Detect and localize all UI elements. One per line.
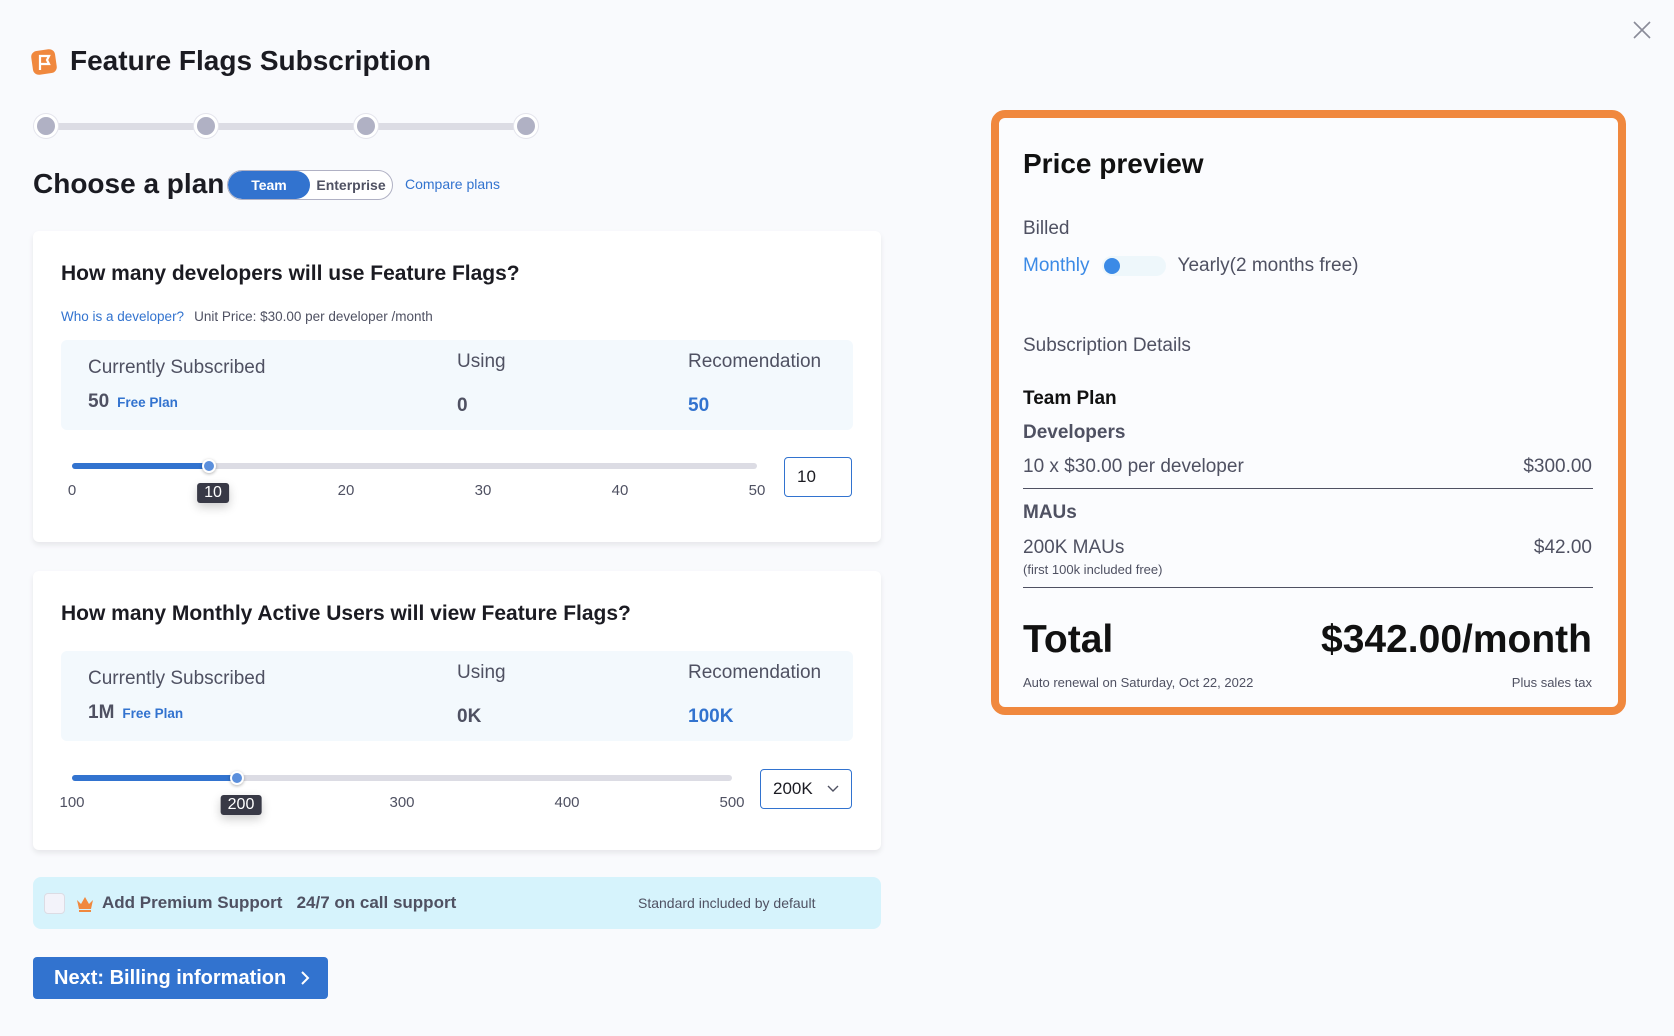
subscription-details-label: Subscription Details (1023, 335, 1191, 356)
price-preview-panel: Price preview Billed Monthly Yearly(2 mo… (991, 110, 1626, 715)
premium-support-detail: 24/7 on call support (296, 893, 457, 912)
maus-slider[interactable] (72, 771, 732, 785)
plan-toggle[interactable]: Team Enterprise (227, 170, 393, 200)
slider-value-label: 10 (197, 483, 229, 503)
slider-tick-label: 400 (554, 794, 580, 811)
slider-tick-label: 30 (474, 482, 492, 499)
plan-name: Team Plan (1023, 388, 1117, 409)
divider (1023, 488, 1593, 489)
total-label: Total (1023, 618, 1114, 661)
maus-card: How many Monthly Active Users will view … (33, 571, 881, 850)
crown-icon (77, 897, 93, 912)
next-billing-button[interactable]: Next: Billing information (33, 957, 328, 999)
slider-fill (72, 463, 209, 469)
developers-question: How many developers will use Feature Fla… (61, 262, 520, 285)
subscribed-value-row: 50 Free Plan (88, 391, 178, 413)
price-preview-title: Price preview (1023, 148, 1204, 179)
chevron-down-icon (827, 785, 839, 792)
premium-support-label: Add Premium Support (102, 893, 283, 912)
maus-label: MAUs (1023, 502, 1077, 523)
subscribed-value-row: 1M Free Plan (88, 702, 183, 724)
choose-plan-heading: Choose a plan (33, 168, 225, 199)
slider-tick-label: 20 (337, 482, 355, 499)
unit-price: Unit Price: $30.00 per developer /month (194, 309, 433, 324)
developers-count-input[interactable]: 10 (784, 457, 852, 497)
using-label: Using (457, 351, 506, 372)
premium-support-checkbox[interactable] (44, 893, 65, 914)
slider-tick-label: 0 (67, 482, 77, 499)
developers-info-box: Currently Subscribed 50 Free Plan Using 0… (61, 340, 853, 430)
developers-price: $300.00 (1523, 456, 1592, 477)
slider-handle[interactable] (230, 771, 244, 785)
billing-toggle-row: Monthly Yearly(2 months free) (1023, 255, 1358, 277)
next-billing-label: Next: Billing information (54, 966, 287, 989)
developers-card: How many developers will use Feature Fla… (33, 231, 881, 542)
page-title: Feature Flags Subscription (70, 45, 431, 76)
slider-tick-label: 300 (389, 794, 415, 811)
maus-line: 200K MAUs (1023, 537, 1125, 558)
billed-label: Billed (1023, 218, 1070, 239)
close-icon[interactable] (1630, 18, 1654, 42)
slider-fill (72, 775, 237, 781)
developers-line: 10 x $30.00 per developer (1023, 456, 1244, 477)
free-plan-badge: Free Plan (117, 395, 178, 410)
premium-support-text: Add Premium Support 24/7 on call support (102, 893, 456, 913)
feature-flags-logo-icon (31, 49, 57, 75)
subscribed-label: Currently Subscribed (88, 668, 266, 689)
step-1 (34, 114, 58, 138)
step-2 (194, 114, 218, 138)
compare-plans-link[interactable]: Compare plans (405, 176, 500, 192)
who-is-developer-link[interactable]: Who is a developer? (61, 309, 185, 324)
developers-label: Developers (1023, 422, 1126, 443)
stepper-track (46, 123, 526, 130)
maus-question: How many Monthly Active Users will view … (61, 602, 631, 625)
sales-tax-note: Plus sales tax (1511, 675, 1592, 690)
divider (1023, 587, 1593, 588)
plan-option-team[interactable]: Team (228, 171, 310, 199)
slider-tick-label: 40 (611, 482, 629, 499)
billing-toggle-knob (1103, 258, 1120, 274)
using-value: 0 (457, 395, 468, 416)
step-4 (514, 114, 538, 138)
recommendation-value: 100K (688, 706, 734, 727)
slider-tick-label: 500 (719, 794, 745, 811)
billing-yearly-option[interactable]: Yearly(2 months free) (1177, 255, 1359, 276)
standard-support-note: Standard included by default (638, 895, 816, 911)
maus-price: $42.00 (1533, 537, 1592, 558)
subscribed-value: 50 (88, 391, 110, 412)
maus-dropdown-value: 200K (773, 779, 813, 798)
maus-info-box: Currently Subscribed 1M Free Plan Using 0… (61, 651, 853, 741)
developers-slider[interactable] (72, 459, 757, 473)
plan-option-enterprise[interactable]: Enterprise (316, 177, 386, 193)
using-label: Using (457, 662, 506, 683)
slider-tick-label: 100 (59, 794, 85, 811)
slider-value-label: 200 (220, 795, 262, 815)
recommendation-label: Recomendation (688, 351, 822, 372)
recommendation-label: Recomendation (688, 662, 822, 683)
maus-dropdown[interactable]: 200K (760, 769, 852, 809)
total-value: $342.00/month (1321, 618, 1592, 661)
premium-support-bar: Add Premium Support 24/7 on call support… (33, 877, 881, 929)
free-plan-badge: Free Plan (122, 706, 184, 721)
slider-handle[interactable] (202, 459, 216, 473)
using-value: 0K (457, 706, 482, 727)
renewal-text: Auto renewal on Saturday, Oct 22, 2022 (1023, 675, 1254, 690)
subscribed-value: 1M (88, 702, 115, 723)
slider-tick-label: 50 (748, 482, 766, 499)
chevron-right-icon (301, 971, 310, 985)
subscribed-label: Currently Subscribed (88, 357, 266, 378)
step-3 (354, 114, 378, 138)
maus-note: (first 100k included free) (1023, 562, 1163, 577)
recommendation-value: 50 (688, 395, 710, 416)
billing-toggle[interactable] (1101, 256, 1166, 276)
billing-monthly-option[interactable]: Monthly (1023, 255, 1090, 276)
developers-subtext: Who is a developer? Unit Price: $30.00 pe… (61, 309, 433, 324)
